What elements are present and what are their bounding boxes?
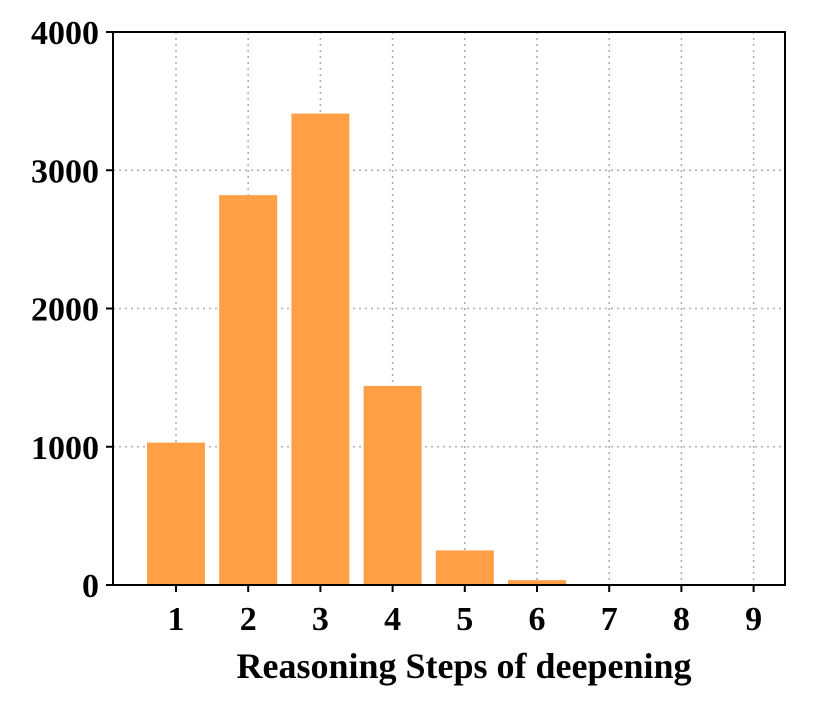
grid-lines <box>113 32 785 585</box>
y-tick-label-1000: 1000 <box>31 430 99 467</box>
ticks <box>106 31 755 592</box>
x-tick-label-8: 8 <box>673 601 690 638</box>
x-tick-labels: 1 2 3 4 5 6 7 8 9 <box>168 601 763 638</box>
bar-2 <box>219 195 278 585</box>
y-tick-labels: 0 1000 2000 3000 4000 <box>31 15 99 605</box>
x-tick-label-1: 1 <box>168 601 185 638</box>
x-tick-label-5: 5 <box>456 601 473 638</box>
bar-4 <box>363 385 422 585</box>
bar-3 <box>291 113 350 585</box>
bars <box>147 113 783 585</box>
y-tick-label-3000: 3000 <box>31 153 99 190</box>
x-tick-label-9: 9 <box>745 601 762 638</box>
bar-6 <box>508 580 566 585</box>
x-tick-label-3: 3 <box>312 601 329 638</box>
y-tick-label-0: 0 <box>82 568 99 605</box>
x-axis-title: Reasoning Steps of deepening <box>236 646 691 686</box>
x-tick-label-6: 6 <box>529 601 546 638</box>
x-tick-label-4: 4 <box>384 601 401 638</box>
x-tick-label-2: 2 <box>240 601 257 638</box>
y-tick-label-4000: 4000 <box>31 15 99 52</box>
x-tick-label-7: 7 <box>601 601 618 638</box>
y-tick-label-2000: 2000 <box>31 292 99 329</box>
bar-1 <box>147 442 205 585</box>
bar-5 <box>435 550 494 585</box>
